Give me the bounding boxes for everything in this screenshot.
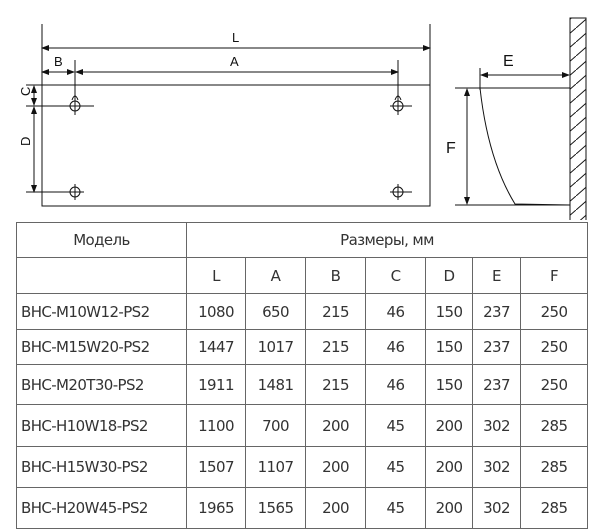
label-F: F	[446, 140, 456, 157]
label-D: D	[18, 137, 33, 146]
value-cell: 302	[472, 404, 521, 447]
value-cell: 200	[425, 404, 473, 447]
value-cell: 285	[520, 446, 588, 488]
value-cell: 150	[425, 364, 473, 405]
value-cell: 285	[520, 404, 588, 447]
value-cell: 650	[245, 293, 306, 330]
value-cell: 700	[245, 404, 306, 447]
value-cell: 46	[365, 329, 426, 365]
label-B: B	[54, 54, 63, 69]
col-A: A	[245, 257, 306, 294]
value-cell: 215	[305, 293, 366, 330]
label-C: C	[18, 87, 33, 96]
value-cell: 1965	[186, 487, 246, 529]
label-A: A	[230, 54, 239, 69]
value-cell: 1911	[186, 364, 246, 405]
value-cell: 215	[305, 364, 366, 405]
dimensions-table: Модель Размеры, мм L A B C D E F BHC-M10…	[16, 222, 588, 529]
col-L: L	[186, 257, 246, 294]
value-cell: 150	[425, 293, 473, 330]
value-cell: 1107	[245, 446, 306, 488]
header-dimensions: Размеры, мм	[186, 222, 588, 258]
table-row: BHC-M10W12-PS2 1080 650 215 46 150 237 250	[16, 293, 588, 330]
value-cell: 1100	[186, 404, 246, 447]
value-cell: 237	[472, 293, 521, 330]
model-cell: BHC-M15W20-PS2	[16, 329, 187, 365]
value-cell: 200	[305, 404, 366, 447]
header-model: Модель	[16, 222, 187, 258]
value-cell: 1481	[245, 364, 306, 405]
value-cell: 200	[425, 487, 473, 529]
value-cell: 215	[305, 329, 366, 365]
column-header-row: L A B C D E F	[16, 257, 588, 294]
value-cell: 302	[472, 446, 521, 488]
value-cell: 1565	[245, 487, 306, 529]
value-cell: 150	[425, 329, 473, 365]
value-cell: 200	[305, 446, 366, 488]
value-cell: 250	[520, 364, 588, 405]
value-cell: 1507	[186, 446, 246, 488]
value-cell: 46	[365, 293, 426, 330]
value-cell: 1447	[186, 329, 246, 365]
value-cell: 237	[472, 364, 521, 405]
table-row: BHC-M20T30-PS2 1911 1481 215 46 150 237 250	[16, 364, 588, 405]
table-row: BHC-H15W30-PS2 1507 1107 200 45 200 302 285	[16, 446, 588, 488]
value-cell: 250	[520, 293, 588, 330]
value-cell: 285	[520, 487, 588, 529]
value-cell: 46	[365, 364, 426, 405]
model-cell: BHC-H20W45-PS2	[16, 487, 187, 529]
table-row: BHC-H10W18-PS2 1100 700 200 45 200 302 285	[16, 404, 588, 447]
model-cell: BHC-H10W18-PS2	[16, 404, 187, 447]
value-cell: 45	[365, 487, 426, 529]
value-cell: 200	[425, 446, 473, 488]
heater-front-outline	[41, 84, 431, 207]
col-C: C	[365, 257, 426, 294]
wall-hatch	[569, 17, 587, 220]
label-L: L	[232, 30, 239, 45]
table-row: BHC-M15W20-PS2 1447 1017 215 46 150 237 250	[16, 329, 588, 365]
table-row: BHC-H20W45-PS2 1965 1565 200 45 200 302 285	[16, 487, 588, 529]
col-F: F	[520, 257, 588, 294]
value-cell: 45	[365, 446, 426, 488]
model-cell: BHC-M10W12-PS2	[16, 293, 187, 330]
value-cell: 237	[472, 329, 521, 365]
value-cell: 1017	[245, 329, 306, 365]
value-cell: 200	[305, 487, 366, 529]
col-B: B	[305, 257, 366, 294]
value-cell: 302	[472, 487, 521, 529]
dimension-drawing: L A B C D E F	[18, 17, 587, 220]
col-D: D	[425, 257, 473, 294]
value-cell: 45	[365, 404, 426, 447]
value-cell: 250	[520, 329, 588, 365]
mount-hole-icon	[68, 95, 82, 112]
heater-side-profile	[479, 87, 571, 206]
label-E: E	[503, 53, 514, 70]
value-cell: 1080	[186, 293, 246, 330]
col-E: E	[472, 257, 521, 294]
model-cell: BHC-M20T30-PS2	[16, 364, 187, 405]
model-cell: BHC-H15W30-PS2	[16, 446, 187, 488]
